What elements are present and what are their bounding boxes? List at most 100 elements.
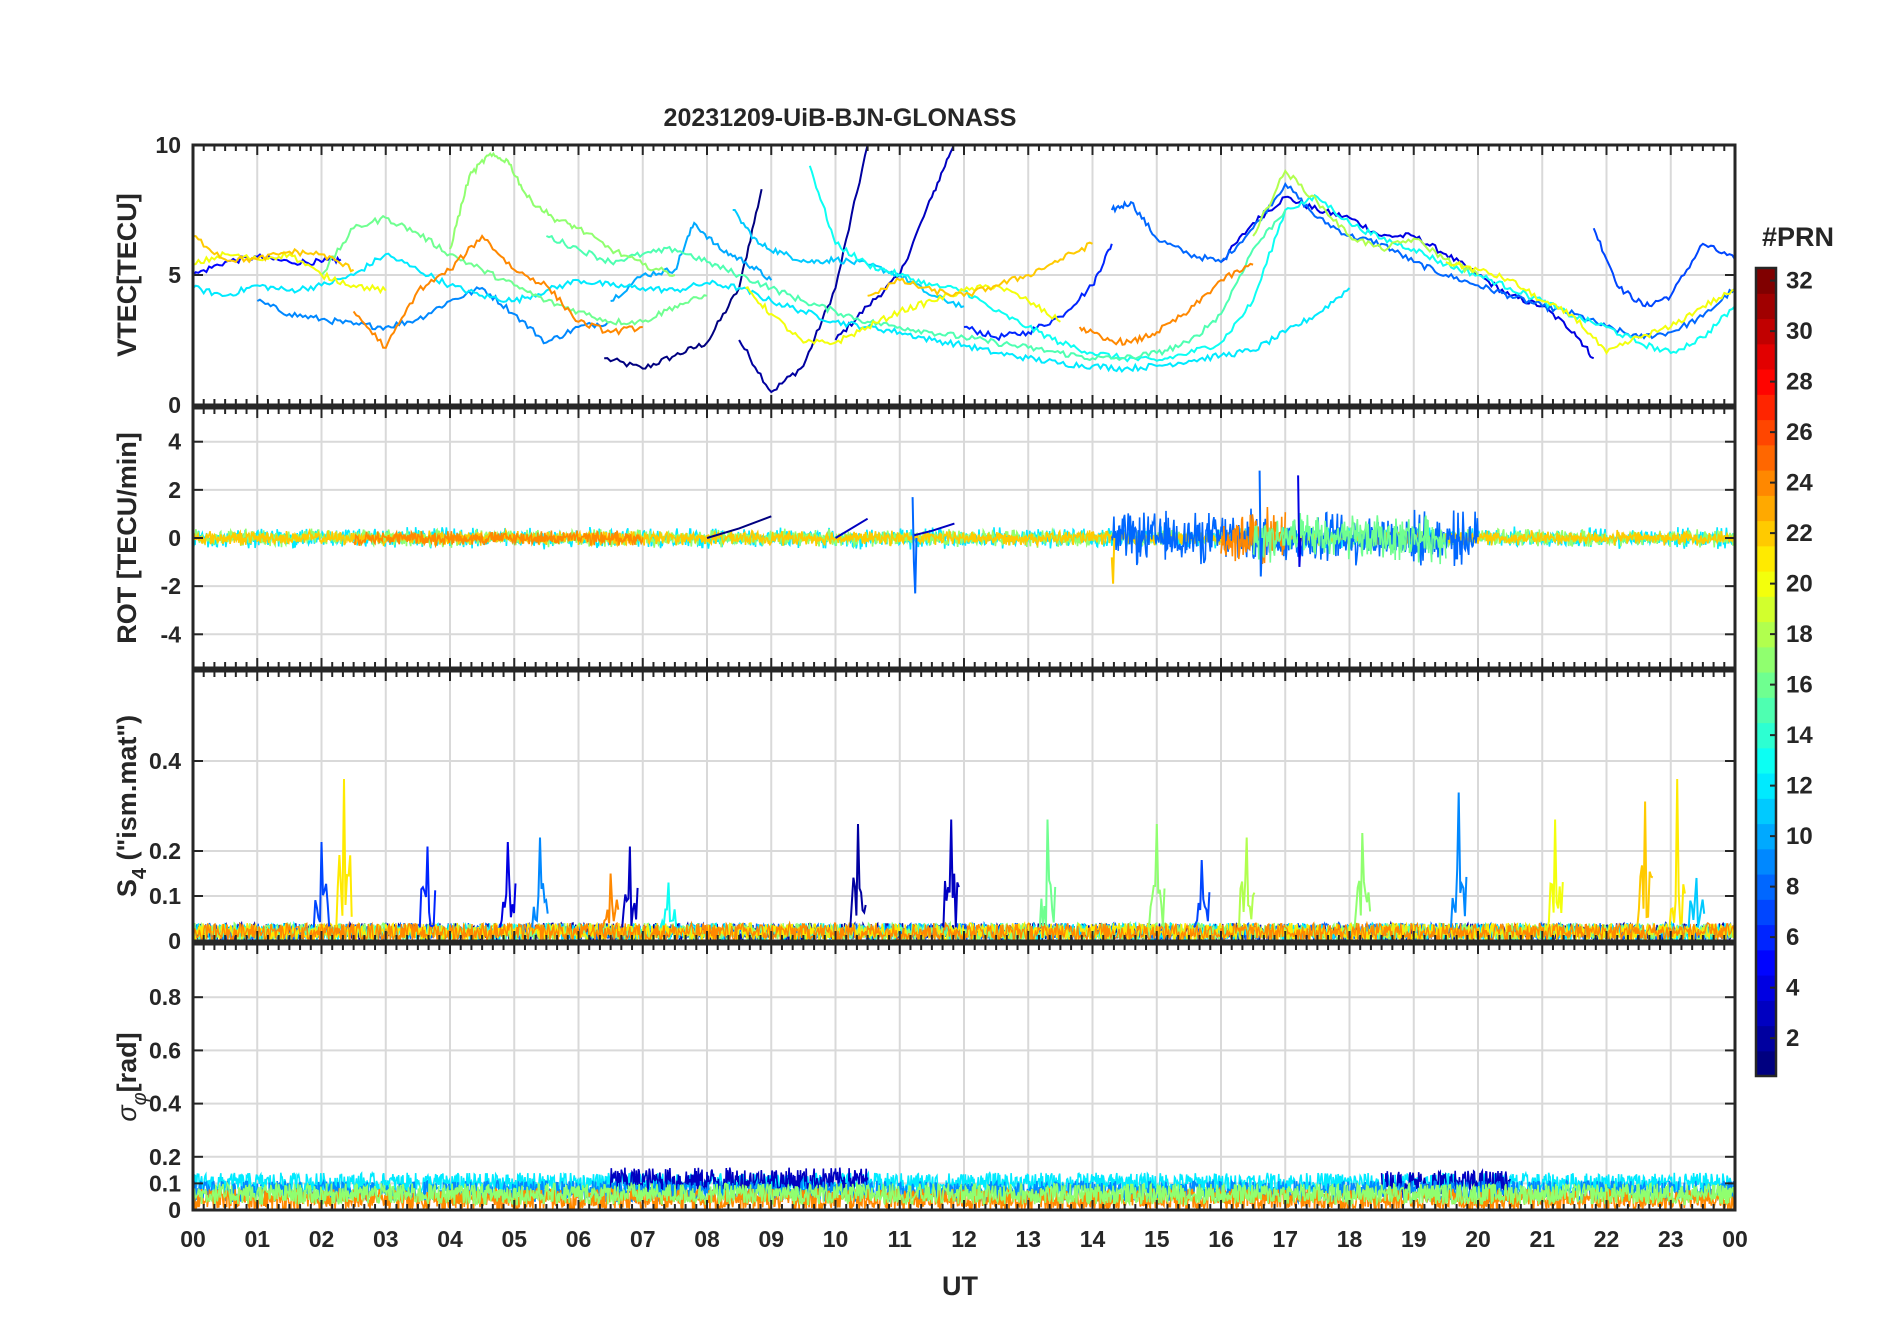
rot-noise-prn-22	[193, 527, 1735, 548]
colorbar-segment	[1756, 949, 1776, 976]
y-tick-label: 0.4	[149, 1091, 181, 1117]
colorbar-tick-label: 32	[1786, 268, 1813, 295]
y-tick-label: 0	[168, 928, 181, 954]
y-tick-label: 0.2	[149, 1144, 181, 1170]
rot-series-prn-8-3	[911, 497, 918, 594]
s4-spike-15	[1450, 792, 1468, 928]
x-tick-label: 21	[1529, 1226, 1555, 1252]
vtec-series-prn-12-11	[193, 252, 1351, 374]
vtec-series-prn-8-7	[1110, 181, 1735, 340]
colorbar-tick-label: 16	[1786, 672, 1813, 699]
x-tick-label: 00	[180, 1226, 206, 1252]
x-tick-label: 00	[1722, 1226, 1748, 1252]
y-tick-label: 0.6	[149, 1037, 181, 1063]
vtec-series-prn-16-14	[320, 214, 708, 326]
y-tick-label: 0.1	[149, 883, 181, 909]
vtec-series-prn-11-10	[732, 209, 965, 309]
x-tick-label: 20	[1465, 1226, 1491, 1252]
y-axis-label-s4: S4 ("ism.mat")	[112, 715, 151, 897]
s4-spike-10	[1038, 819, 1057, 928]
rot-noise-prn-24	[353, 529, 644, 549]
s4-spike-5	[621, 846, 639, 928]
figure-title: 20231209-UiB-BJN-GLONASS	[664, 104, 1017, 132]
y-tick-label: 0	[168, 525, 181, 551]
colorbar-segment	[1756, 798, 1776, 825]
colorbar-frame	[1754, 266, 1778, 1078]
colorbar-segment	[1756, 672, 1776, 698]
colorbar-tick-label: 14	[1786, 722, 1813, 749]
vtec-series-prn-22-20	[193, 235, 355, 273]
colorbar-tick-label: 18	[1786, 621, 1813, 648]
y-axis-label-rot: ROT [TECU/min]	[112, 432, 142, 643]
rot-series-prn-22-6	[1110, 537, 1116, 584]
s4-spike-18	[1668, 778, 1686, 928]
colorbar-segment	[1756, 343, 1776, 370]
colorbar-segment	[1756, 874, 1776, 900]
x-tick-label: 10	[823, 1226, 849, 1252]
colorbar-segment	[1756, 444, 1776, 471]
x-tick-label: 13	[1015, 1226, 1041, 1252]
vtec-series-prn-2-1	[738, 145, 869, 394]
s4-spike-8	[849, 823, 867, 928]
colorbar-segment	[1756, 823, 1776, 850]
colorbar-segment	[1756, 924, 1776, 951]
y-tick-label: 0	[168, 392, 181, 418]
panel-s4: 0 0.1 0.2 0.4S4 ("ism.mat")	[112, 669, 1737, 954]
colorbar-tick-label: 26	[1786, 419, 1813, 446]
colorbar-segment	[1756, 975, 1776, 1001]
vtec-series-prn-6-5	[963, 243, 1113, 342]
s4-spike-4	[531, 837, 549, 928]
vtec-series-prn-7-6	[1592, 227, 1735, 308]
rot-series-prn-8-4	[1258, 470, 1264, 577]
x-tick-label: 12	[951, 1226, 977, 1252]
colorbar-segment	[1756, 848, 1776, 875]
plot-area-vtec	[193, 145, 1735, 394]
colorbar-segment	[1756, 520, 1776, 547]
s4-spike-2	[418, 846, 437, 928]
sigma-band-prn-17	[193, 1180, 1735, 1208]
colorbar-segment	[1756, 722, 1776, 749]
colorbar-tick-label: 22	[1786, 520, 1813, 547]
y-tick-label: 10	[155, 132, 181, 158]
colorbar-segment	[1756, 571, 1776, 597]
colorbar-segment	[1756, 697, 1776, 724]
colorbar-tick-label: 8	[1786, 874, 1799, 901]
x-tick-label: 01	[244, 1226, 270, 1252]
x-tick-label: 11	[888, 1226, 913, 1252]
colorbar-tick-label: 28	[1786, 369, 1813, 396]
y-tick-label: 0.1	[149, 1170, 181, 1196]
colorbar-segment	[1756, 747, 1776, 774]
rot-series-prn-4-5	[1297, 475, 1302, 567]
x-tick-label: 05	[501, 1226, 527, 1252]
x-tick-label: 02	[309, 1226, 335, 1252]
colorbar-segment	[1756, 1000, 1776, 1027]
panel-sigma_phi: 00.10.2 0.4 0.6 0.8 σφ[rad]	[112, 942, 1737, 1223]
y-tick-label: 0.2	[149, 838, 181, 864]
y-axis-label-vtec: VTEC[TECU]	[112, 193, 142, 357]
s4-spike-11	[1148, 823, 1166, 928]
colorbar-title: #PRN	[1762, 222, 1834, 252]
vtec-series-prn-1-0	[604, 188, 763, 370]
y-tick-label: 4	[168, 429, 181, 455]
colorbar-segment	[1756, 495, 1776, 522]
rot-series-prn-1-0	[706, 515, 772, 539]
colorbar-tick-label: 10	[1786, 823, 1813, 850]
colorbar-segment	[1756, 899, 1776, 926]
colorbar-segment	[1756, 596, 1776, 623]
vtec-series-prn-17-15	[449, 151, 676, 277]
vtec-series-prn-3-2	[834, 145, 955, 341]
s4-spike-19	[1687, 877, 1706, 928]
x-tick-label: 17	[1272, 1226, 1298, 1252]
vtec-series-prn-5-4	[193, 253, 342, 276]
colorbar-segment	[1756, 773, 1776, 799]
x-tick-label: 19	[1401, 1226, 1427, 1252]
s4-spike-17	[1636, 801, 1654, 928]
colorbar-tick-label: 20	[1786, 571, 1813, 598]
y-tick-label: 0	[168, 1197, 181, 1223]
y-tick-label: 5	[168, 262, 181, 288]
s4-spike-14	[1353, 832, 1372, 928]
s4-spike-1	[312, 841, 331, 928]
rot-noise-prn-16	[1252, 513, 1447, 565]
